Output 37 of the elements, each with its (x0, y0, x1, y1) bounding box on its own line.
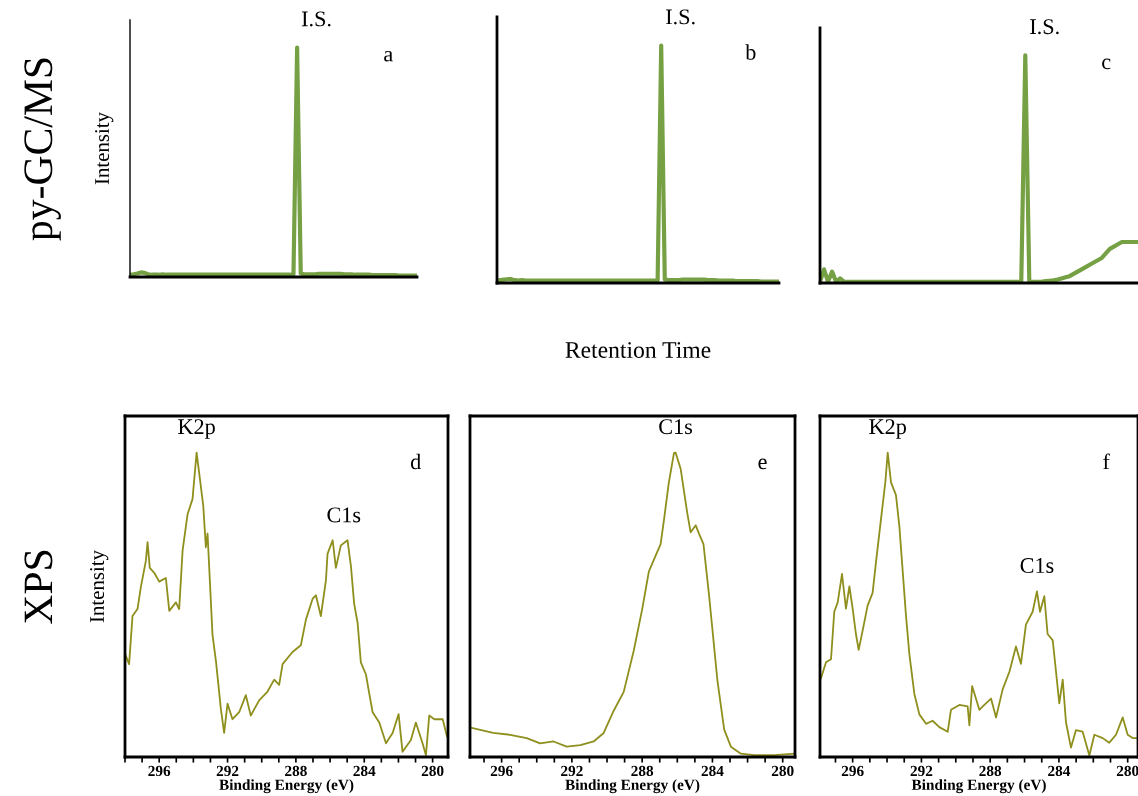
annotation: c (1102, 58, 1111, 70)
x-tick-label: 284 (701, 765, 724, 777)
text: py-GC/MS (24, 58, 61, 241)
x-tick-label: 296 (841, 765, 864, 777)
x-tick-label: 284 (353, 765, 376, 777)
text: XPS (24, 550, 53, 624)
x-tick-label: 280 (421, 765, 444, 777)
annotation: C1s (659, 419, 693, 435)
text: I.S. (666, 9, 695, 25)
x-axis-title: Binding Energy (eV) (219, 779, 354, 794)
text: I.S. (301, 11, 331, 27)
annotation: a (384, 50, 393, 62)
x-tick-label: 292 (561, 765, 583, 777)
x-tick-label: 280 (1116, 765, 1138, 777)
annotation: e (758, 458, 767, 470)
y-axis-title: Intensity (95, 112, 114, 185)
x-tick-label: 280 (771, 765, 794, 777)
x-tick-label: 288 (631, 765, 654, 777)
annotation: d (410, 453, 421, 470)
annotation: C1s (327, 507, 361, 523)
x-axis-title: Retention Time (565, 342, 711, 358)
annotation: f (1103, 453, 1110, 470)
annotation: K2p (178, 419, 215, 439)
x-tick-label: 288 (979, 765, 1002, 777)
x-axis-title: Binding Energy (eV) (565, 779, 700, 794)
x-tick-label: 292 (216, 765, 239, 777)
x-tick-label: 284 (1048, 765, 1071, 777)
annotation: C1s (1020, 558, 1054, 573)
y-axis-title: Intensity (90, 550, 109, 623)
x-tick-label: 296 (490, 765, 513, 777)
annotation: K2p (869, 419, 906, 439)
annotation: b (745, 44, 756, 60)
text: I.S. (1030, 19, 1059, 35)
x-axis-title: Binding Energy (eV) (911, 779, 1046, 794)
x-tick-label: 296 (148, 765, 171, 777)
x-tick-label: 288 (285, 765, 307, 777)
x-tick-label: 292 (910, 765, 933, 777)
